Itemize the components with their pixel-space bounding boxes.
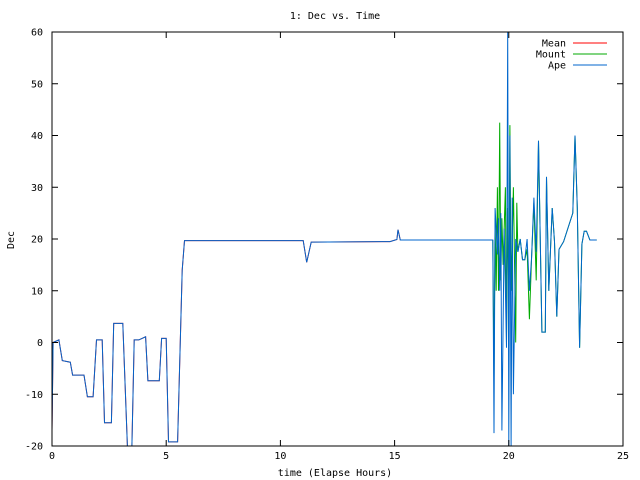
x-axis-label: time (Elapse Hours) — [278, 468, 392, 479]
y-tick-label: 0 — [37, 338, 43, 349]
legend-label-mount: Mount — [536, 50, 566, 61]
x-tick-label: 10 — [274, 451, 286, 462]
x-tick-label: 0 — [49, 451, 55, 462]
x-tick-label: 20 — [503, 451, 515, 462]
y-tick-label: 40 — [31, 131, 43, 142]
y-tick-label: 10 — [31, 286, 43, 297]
legend-label-ape: Ape — [548, 61, 566, 72]
x-tick-label: 25 — [617, 451, 629, 462]
y-tick-label: 20 — [31, 235, 43, 246]
x-tick-label: 5 — [163, 451, 169, 462]
y-tick-label: 60 — [31, 28, 43, 39]
chart-title: 1: Dec vs. Time — [290, 11, 380, 22]
y-tick-label: -10 — [25, 390, 43, 401]
y-tick-label: -20 — [25, 442, 43, 453]
series-layer — [51, 31, 597, 447]
y-tick-label: 50 — [31, 79, 43, 90]
x-tick-label: 15 — [389, 451, 401, 462]
series-line-ape — [51, 31, 597, 447]
y-tick-label: 30 — [31, 183, 43, 194]
legend-label-mean: Mean — [542, 39, 566, 50]
axis-layer: 0 5 10 15 20 25 -20 -10 0 10 20 30 40 50 60 — [25, 28, 629, 463]
y-axis-label: Dec — [6, 231, 17, 249]
